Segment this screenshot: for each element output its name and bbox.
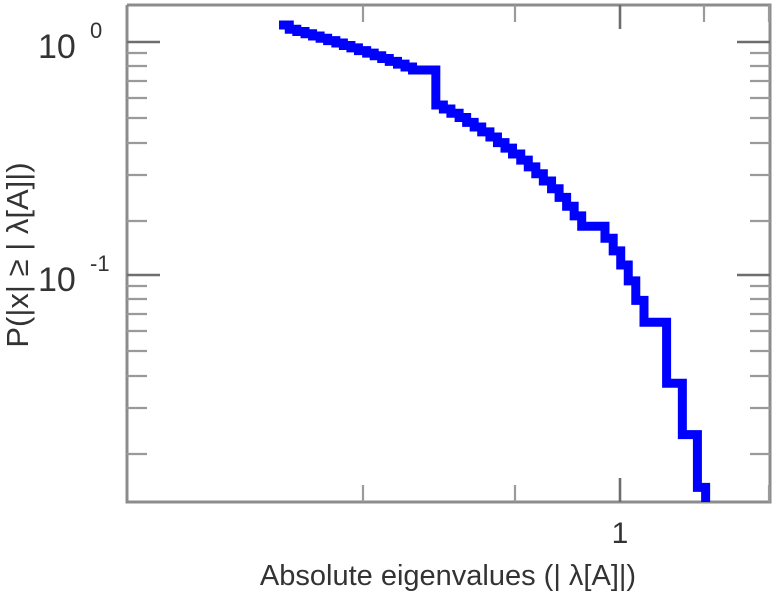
y-tick-label-1e0-base: 10 (38, 28, 76, 66)
x-tick-label-1: 1 (612, 517, 629, 550)
x-axis-top-ticks (361, 5, 771, 29)
y-tick-label-1em1-exponent: -1 (90, 251, 110, 276)
y-axis-minor-ticks (127, 51, 147, 456)
axes-frame (125, 3, 772, 504)
y-axis-title: P(|x| ≥ | λ[A]|) (0, 162, 35, 347)
series-line-ccdf (279, 20, 711, 502)
y-tick-label-1e0: 10 0 (38, 18, 102, 66)
y-tick-label-1em1-base: 10 (38, 261, 76, 299)
x-axis-title: Absolute eigenvalues (| λ[A]|) (260, 560, 636, 592)
series-ccdf (279, 20, 711, 502)
y-axis-major-ticks (127, 40, 160, 277)
y-tick-label-1e0-exponent: 0 (90, 18, 102, 43)
y-tick-label-1em1: 10 -1 (38, 251, 110, 299)
y-axis-right-ticks (737, 40, 770, 456)
